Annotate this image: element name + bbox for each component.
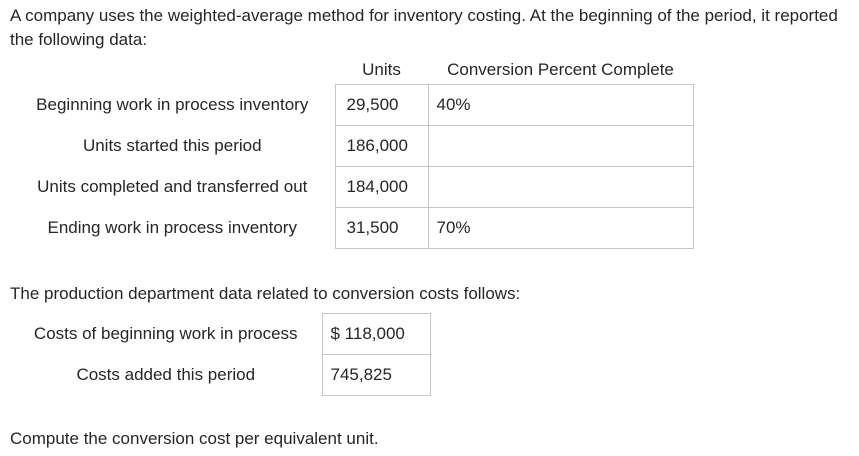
intro-paragraph: A company uses the weighted-average meth… [10,6,838,49]
table-row: Units started this period 186,000 [10,125,694,167]
costs-intro-paragraph: The production department data related t… [10,284,521,303]
row-label: Units completed and transferred out [37,177,308,196]
conversion-column-header: Conversion Percent Complete [447,60,674,79]
header-spacer [10,58,335,85]
row-label: Beginning work in process inventory [36,95,309,114]
table-row: Beginning work in process inventory 29,5… [10,84,694,126]
conversion-value-cell: 70% [427,207,694,249]
costs-data-table: Costs of beginning work in process $ 118… [10,313,431,396]
units-value-cell: 184,000 [334,166,429,208]
table-row: Costs added this period 745,825 [10,354,431,396]
row-label: Costs added this period [76,365,256,384]
conversion-value-cell: 40% [427,84,694,126]
units-value-cell: 186,000 [334,125,429,167]
units-column-header: Units [362,60,401,79]
units-table-header-row: Units Conversion Percent Complete [10,58,693,85]
units-data-table: Units Conversion Percent Complete Beginn… [10,58,694,249]
cost-value-cell: 745,825 [321,354,431,396]
task-instruction: Compute the conversion cost per equivale… [10,429,379,448]
cost-value-cell: $ 118,000 [321,313,431,355]
row-label: Units started this period [82,136,262,155]
row-label: Costs of beginning work in process [33,324,298,343]
row-label: Ending work in process inventory [47,218,297,237]
units-value-cell: 29,500 [334,84,429,126]
units-value-cell: 31,500 [334,207,429,249]
conversion-value-cell [427,166,694,208]
table-row: Ending work in process inventory 31,500 … [10,207,694,249]
table-row: Costs of beginning work in process $ 118… [10,313,431,355]
table-row: Units completed and transferred out 184,… [10,166,694,208]
conversion-value-cell [427,125,694,167]
